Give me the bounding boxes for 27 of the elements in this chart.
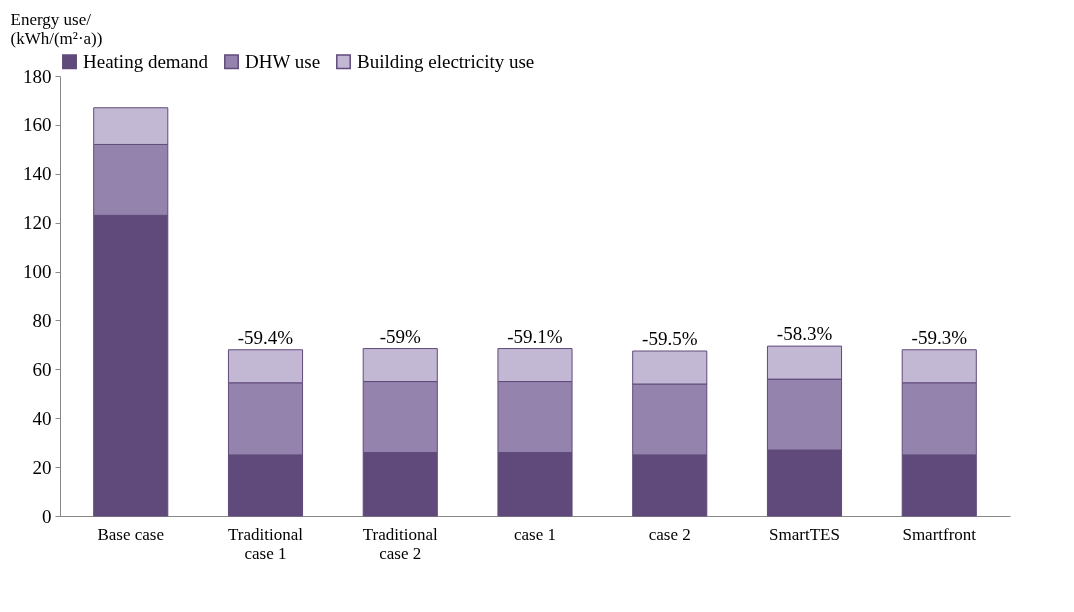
y-tick-label: 40 [32,407,52,429]
annotation: -58.3% [776,323,833,345]
y-tick-label: 60 [32,358,52,380]
y-tick-label: 180 [23,65,52,87]
x-tick-label: case 1 [513,524,557,544]
y-tick-label: 120 [23,212,52,234]
x-tick-label: Base case [97,524,165,544]
x-tick-label: case 2 [648,524,691,544]
annotation: -59.3% [911,326,968,348]
y-axis-title: Energy use/ (kWh/(m²·a)) [10,9,103,48]
x-tick-label: Traditional case 1 [228,524,304,563]
y-tick-label: 140 [23,163,52,185]
y-tick-label: 100 [23,261,52,283]
y-tick-label: 80 [32,309,52,331]
legend-label: DHW use [245,50,321,72]
x-tick-label: SmartTES [769,524,840,544]
y-tick-label: 0 [42,505,52,527]
legend-label: Building electricity use [357,50,535,72]
x-tick-label: Smartfront [902,524,977,544]
annotation: -59.5% [642,328,698,349]
y-tick-label: 20 [32,456,52,478]
x-tick-label: Traditional case 2 [362,524,438,563]
annotation: -59% [379,325,421,347]
annotation: -59.4% [237,326,294,348]
annotation: -59.1% [507,325,563,347]
legend-label: Heating demand [83,50,209,72]
y-tick-label: 160 [23,114,52,136]
